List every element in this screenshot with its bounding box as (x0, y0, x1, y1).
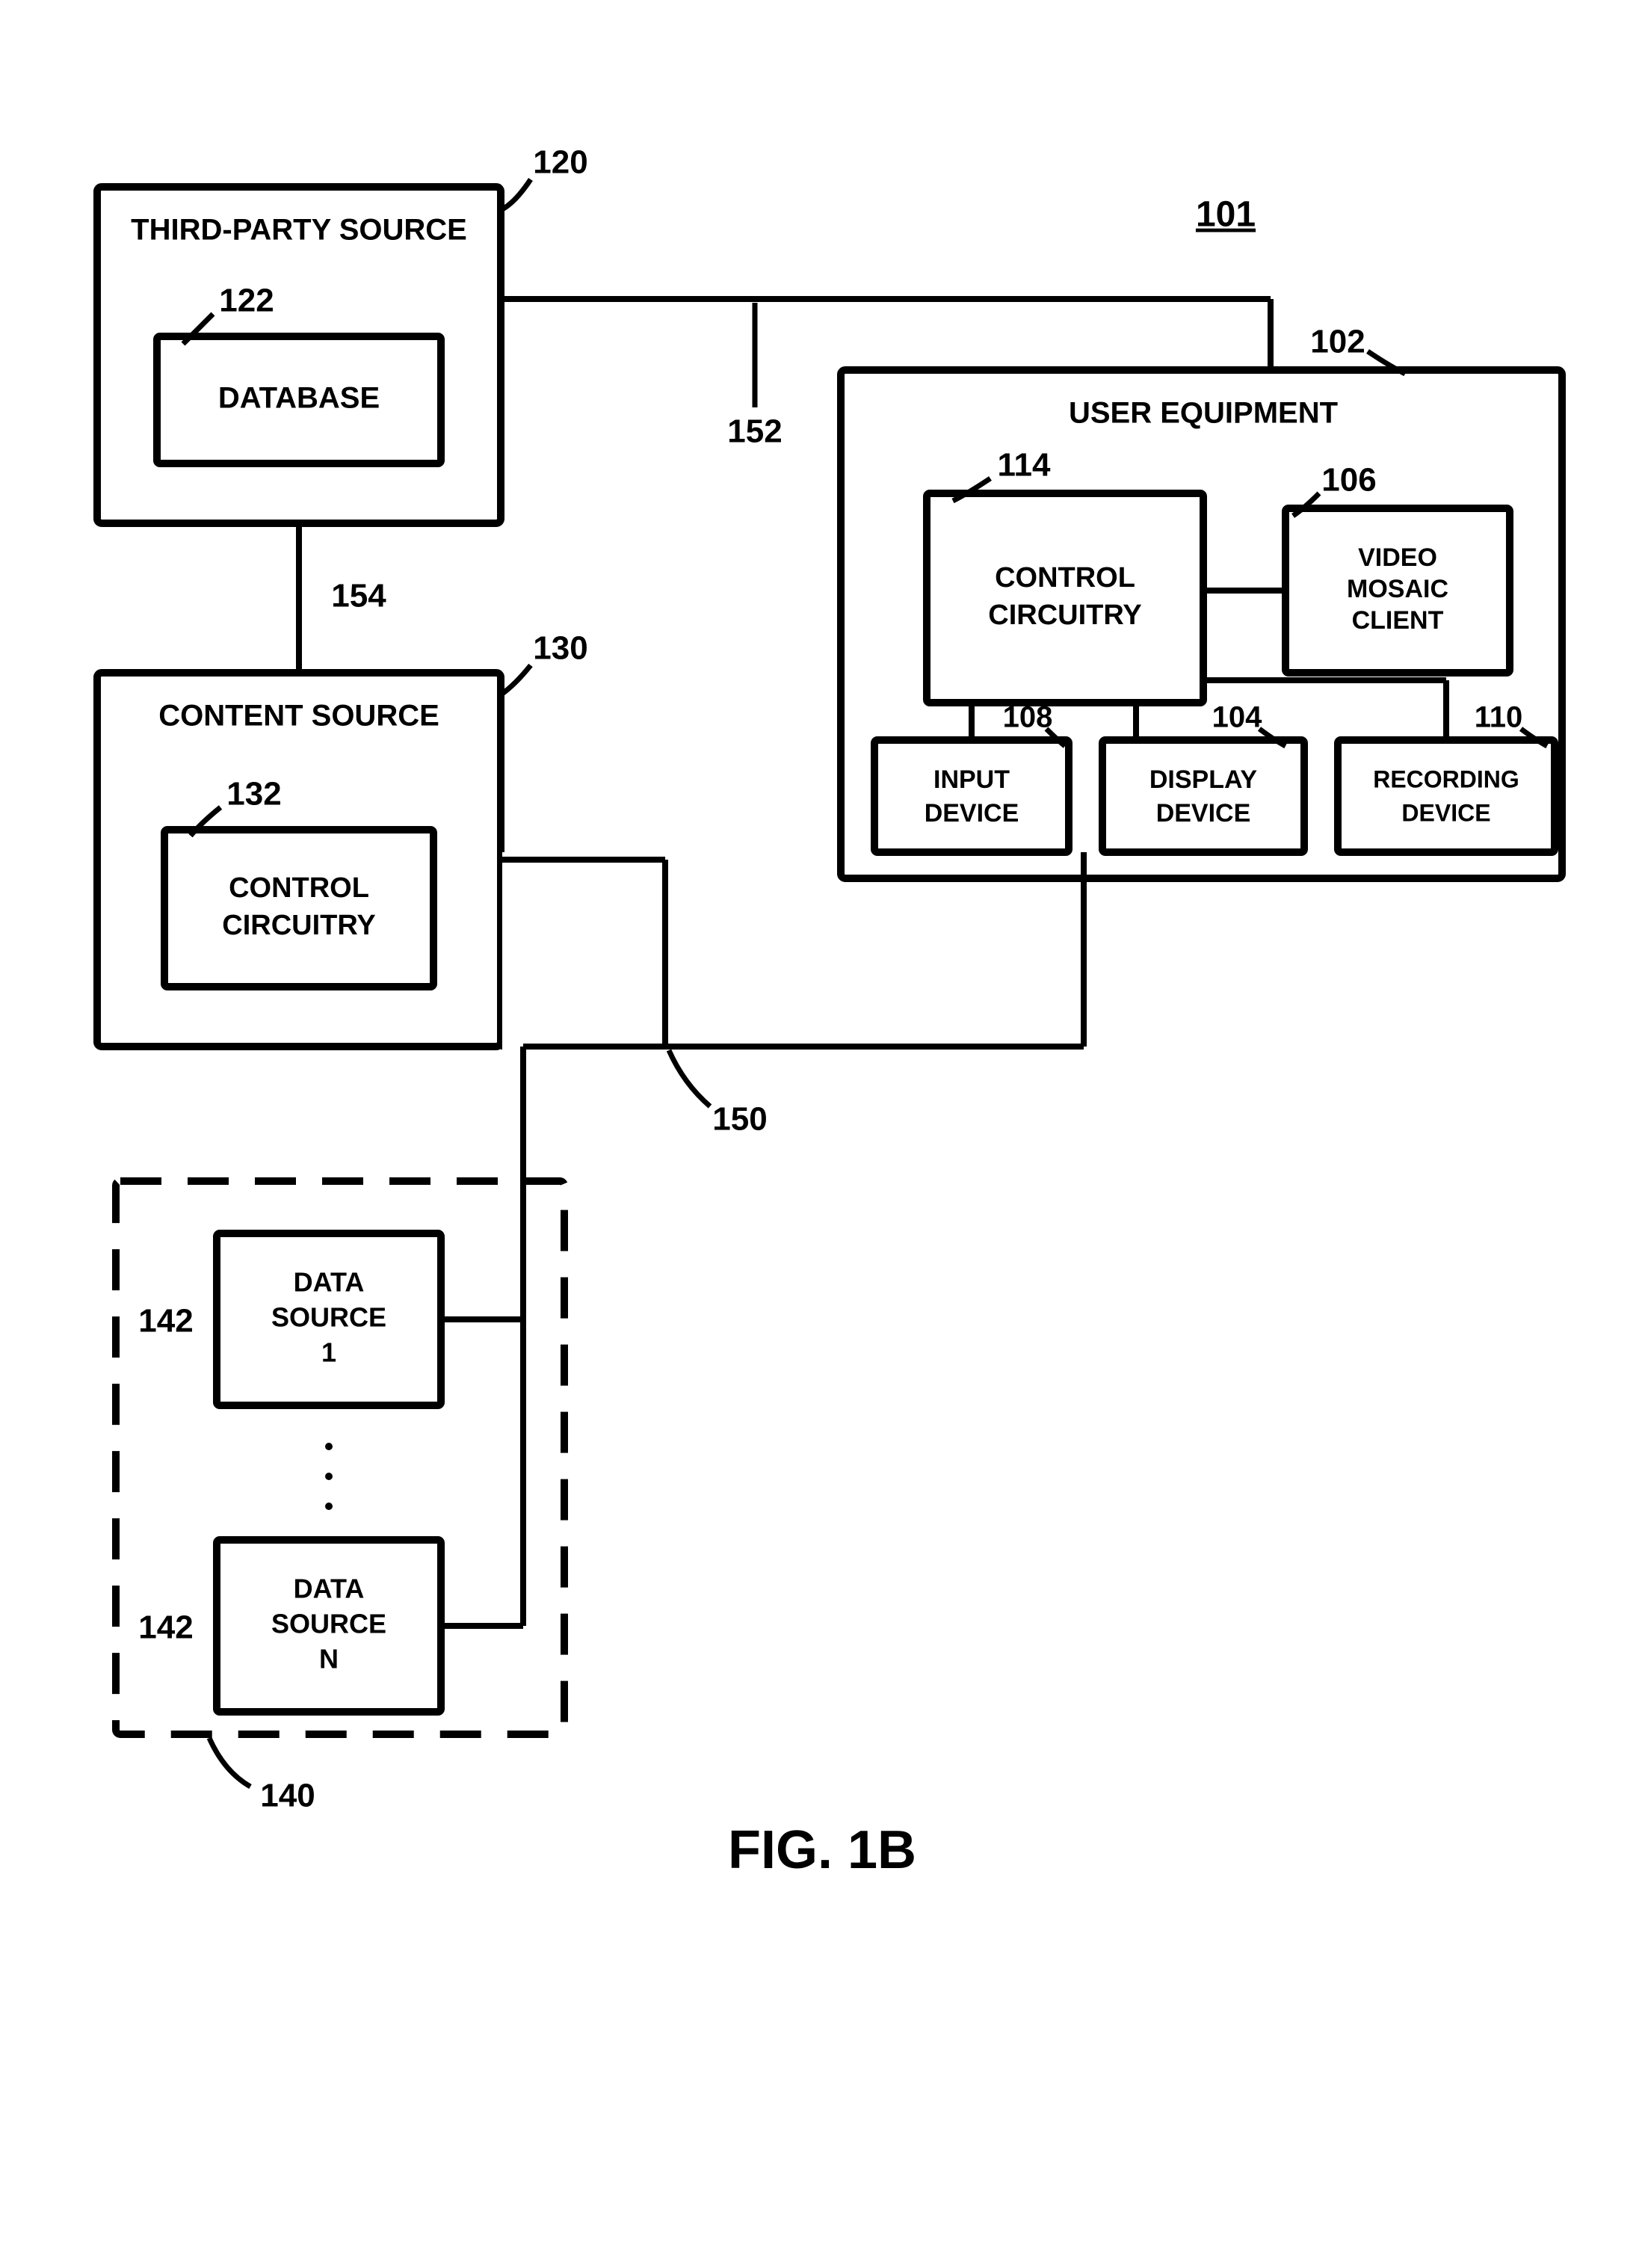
ref-110: 110 (1475, 701, 1523, 734)
ue-control-l2: CIRCUITRY (988, 600, 1141, 631)
dsn-l2: SOURCE (271, 1609, 386, 1639)
database-label: DATABASE (218, 382, 380, 415)
content-source-title: CONTENT SOURCE (158, 700, 439, 733)
ref-108: 108 (1003, 701, 1053, 734)
ue-display-l2: DEVICE (1156, 799, 1251, 828)
ref-132: 132 (226, 776, 281, 813)
cleanup (502, 852, 846, 1151)
ref-154: 154 (331, 578, 386, 614)
ref-102: 102 (1310, 324, 1365, 360)
ue-input-l2: DEVICE (925, 799, 1019, 828)
third-party-source-box: THIRD-PARTY SOURCE 120 DATABASE 122 (97, 144, 588, 523)
ue-record-box: RECORDING DEVICE (1338, 740, 1555, 852)
third-party-title: THIRD-PARTY SOURCE (131, 214, 467, 247)
ref-104: 104 (1212, 701, 1262, 734)
ds1-l1: DATA (294, 1267, 365, 1298)
ue-mosaic-l3: CLIENT (1352, 606, 1444, 635)
ds1-l2: SOURCE (271, 1302, 386, 1333)
ue-mosaic-box: VIDEO MOSAIC CLIENT (1286, 508, 1510, 673)
ref-142b: 142 (138, 1609, 193, 1646)
ref-101: 101 (1196, 195, 1256, 235)
ue-mosaic-l2: MOSAIC (1347, 575, 1448, 603)
content-control-box: CONTROL CIRCUITRY (164, 830, 433, 987)
data-source-n-box: DATA SOURCE N (217, 1540, 441, 1712)
ue-display-box: DISPLAY DEVICE (1102, 740, 1304, 852)
ue-record-l2: DEVICE (1401, 799, 1490, 826)
ref-122: 122 (219, 283, 274, 319)
ref-142a: 142 (138, 1303, 193, 1340)
ref-150b: 150 (712, 1101, 767, 1138)
dsn-l1: DATA (294, 1574, 365, 1604)
ref-140: 140 (260, 1778, 315, 1814)
dots (325, 1443, 333, 1450)
leader-120 (502, 179, 531, 209)
ue-control-box: CONTROL CIRCUITRY (927, 493, 1203, 703)
figure-caption: FIG. 1B (728, 1820, 916, 1880)
content-control-l2: CIRCUITRY (222, 910, 375, 941)
data-source-1-box: DATA SOURCE 1 (217, 1233, 441, 1405)
ref-130: 130 (533, 630, 587, 667)
ue-mosaic-l1: VIDEO (1358, 543, 1437, 572)
user-equipment-box: USER EQUIPMENT 102 CONTROL CIRCUITRY 114… (841, 324, 1562, 878)
ue-display-l1: DISPLAY (1149, 765, 1258, 794)
dots (325, 1473, 333, 1480)
leader-140 (209, 1738, 250, 1787)
ds1-l3: 1 (321, 1337, 336, 1368)
user-equipment-title: USER EQUIPMENT (1069, 397, 1338, 430)
data-sources-group: 140 DATA SOURCE 1 142 DATA SOURCE N 142 (116, 1136, 564, 1814)
leader-130 (502, 665, 531, 694)
ue-input-l1: INPUT (933, 765, 1010, 794)
database-box: DATABASE (157, 336, 441, 463)
ref-114: 114 (998, 447, 1052, 484)
dsn-l3: N (319, 1644, 339, 1674)
ue-record-l1: RECORDING (1373, 765, 1519, 792)
ref-120: 120 (533, 144, 587, 181)
ue-input-box: INPUT DEVICE (874, 740, 1069, 852)
ue-control-l1: CONTROL (995, 562, 1135, 594)
dots (325, 1503, 333, 1510)
ref-152: 152 (727, 413, 782, 450)
ref-106: 106 (1321, 462, 1376, 499)
content-control-l1: CONTROL (229, 872, 369, 904)
